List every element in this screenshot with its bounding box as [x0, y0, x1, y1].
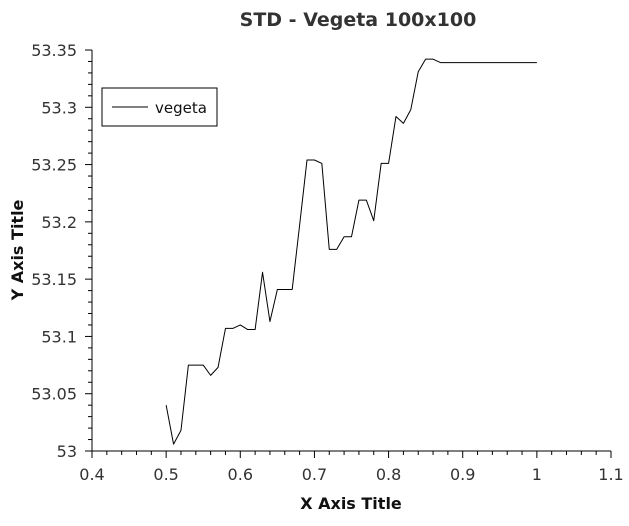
y-tick-labels: 53 53.05 53.1 53.15 53.2 53.25 53.3 53.35	[31, 41, 77, 461]
axes	[91, 50, 611, 452]
ticks	[85, 49, 612, 458]
y-tick-label: 53.15	[31, 270, 77, 289]
y-tick-label: 53.1	[41, 327, 77, 346]
x-tick-label: 0.4	[79, 465, 104, 484]
series-line-vegeta	[165, 58, 537, 445]
y-tick-label: 53.35	[31, 41, 77, 60]
x-tick-labels: 0.4 0.5 0.6 0.7 0.8 0.9 1 1.1	[79, 465, 623, 484]
x-tick-label: 0.7	[302, 465, 327, 484]
y-tick-label: 53.2	[41, 213, 77, 232]
y-tick-label: 53.3	[41, 98, 77, 117]
x-tick-label: 1.1	[598, 465, 623, 484]
x-tick-label: 0.8	[376, 465, 401, 484]
y-tick-label: 53.05	[31, 385, 77, 404]
legend-label-vegeta: vegeta	[155, 99, 207, 117]
chart-title: STD - Vegeta 100x100	[240, 9, 477, 31]
x-tick-label: 0.6	[228, 465, 253, 484]
y-tick-label: 53.25	[31, 156, 77, 175]
x-tick-label: 0.5	[153, 465, 178, 484]
legend: vegeta	[101, 87, 218, 127]
y-axis-title: Y Axis Title	[8, 199, 27, 301]
x-tick-label: 1	[532, 465, 542, 484]
x-tick-label: 0.9	[450, 465, 475, 484]
y-tick-label: 53	[57, 442, 77, 461]
x-axis-title: X Axis Title	[300, 494, 402, 513]
series-layer	[165, 58, 537, 445]
